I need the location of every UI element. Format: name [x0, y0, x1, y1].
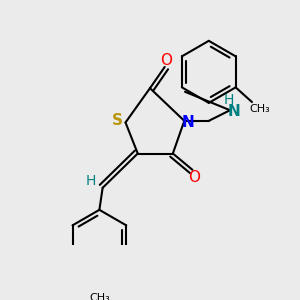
Text: O: O — [188, 170, 200, 185]
Text: N: N — [228, 104, 241, 119]
Text: H: H — [85, 174, 96, 188]
Text: H: H — [223, 93, 234, 107]
Text: S: S — [112, 113, 123, 128]
Text: CH₃: CH₃ — [250, 103, 271, 114]
Text: O: O — [160, 53, 172, 68]
Text: N: N — [182, 115, 195, 130]
Text: CH₃: CH₃ — [89, 293, 110, 300]
